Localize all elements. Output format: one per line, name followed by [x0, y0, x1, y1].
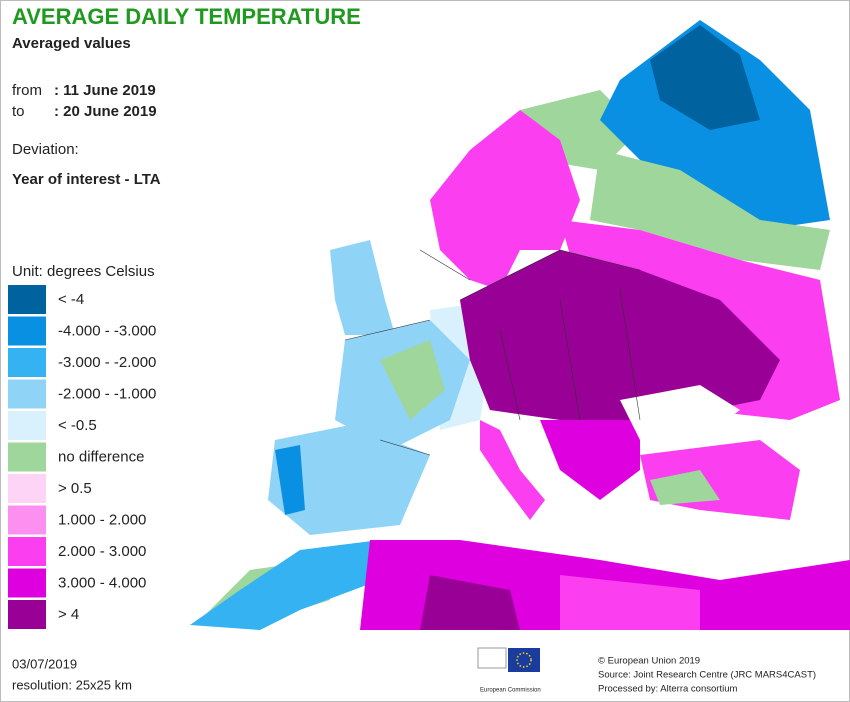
region — [190, 540, 380, 630]
legend-swatch — [8, 316, 46, 346]
legend-label: 2.000 - 3.000 — [58, 543, 146, 560]
subtitle: Averaged values — [12, 35, 131, 52]
legend-swatch — [8, 442, 46, 472]
legend-label: < -0.5 — [58, 417, 97, 434]
from-label: from — [12, 82, 42, 99]
legend-label: > 4 — [58, 606, 79, 623]
legend-label: -2.000 - -1.000 — [58, 385, 156, 402]
processed: Processed by: Alterra consortium — [598, 684, 737, 695]
from-date: : 11 June 2019 — [54, 82, 156, 99]
legend-swatch — [8, 474, 46, 503]
legend-label: -4.000 - -3.000 — [58, 322, 156, 339]
legend-label: > 0.5 — [58, 480, 92, 497]
legend-swatch — [8, 600, 46, 629]
resolution: resolution: 25x25 km — [12, 677, 132, 692]
region — [430, 110, 580, 290]
deviation-label: Deviation: — [12, 141, 79, 158]
logo-stars — [516, 652, 532, 668]
region — [650, 25, 760, 130]
region — [560, 575, 700, 630]
region — [275, 445, 305, 515]
to-date: : 20 June 2019 — [54, 103, 157, 120]
to-label: to — [12, 103, 25, 120]
legend-swatch — [8, 537, 46, 566]
logo-flag — [508, 648, 540, 672]
legend-label: -3.000 - -2.000 — [58, 354, 156, 371]
legend: < -4 -4.000 - -3.000 -3.000 - -2.000 -2.000… — [8, 285, 156, 629]
region — [460, 250, 780, 420]
region — [590, 150, 830, 270]
region — [268, 425, 430, 535]
legend-swatch — [8, 285, 46, 314]
region — [480, 420, 545, 520]
logo-text: European Commission — [480, 688, 541, 694]
legend-swatch — [8, 568, 46, 598]
source: Source: Joint Research Centre (JRC MARS4… — [598, 670, 816, 681]
map — [190, 20, 850, 630]
copyright: © European Union 2019 — [598, 656, 700, 667]
date: 03/07/2019 — [12, 656, 77, 671]
logo-building — [477, 647, 507, 669]
legend-swatch — [8, 348, 46, 377]
legend-swatch — [8, 411, 46, 440]
legend-label: 3.000 - 4.000 — [58, 574, 146, 591]
region — [330, 240, 395, 335]
region — [420, 575, 520, 630]
legend-swatch — [8, 379, 46, 409]
title: AVERAGE DAILY TEMPERATURE — [12, 4, 361, 29]
legend-label: < -4 — [58, 291, 84, 308]
legend-swatch — [8, 505, 46, 535]
borders — [344, 249, 641, 456]
deviation: Year of interest - LTA — [12, 171, 161, 188]
legend-label: no difference — [58, 448, 144, 465]
legend-label: 1.000 - 2.000 — [58, 511, 146, 528]
region — [650, 470, 720, 505]
region — [540, 420, 640, 500]
black-sea — [620, 385, 740, 440]
region — [380, 340, 445, 420]
legend-unit: Unit: degrees Celsius — [12, 263, 155, 280]
